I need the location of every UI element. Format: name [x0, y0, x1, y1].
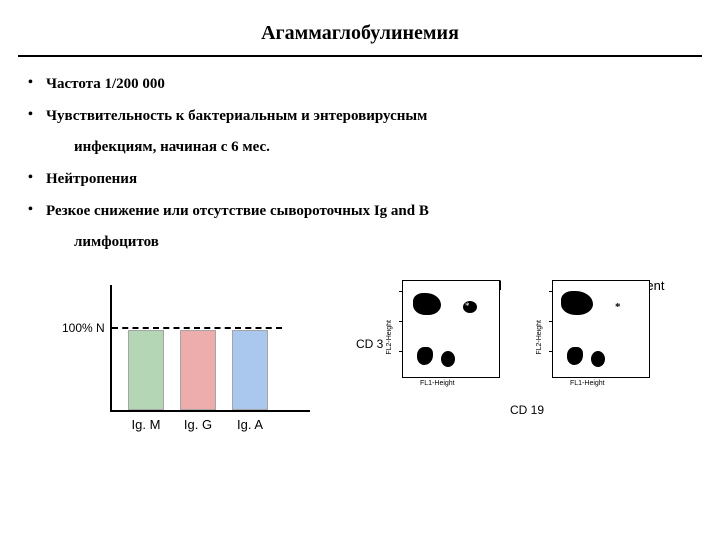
scatter-y-label: FL2-Height	[536, 320, 543, 355]
bullet-item: • Резкое снижение или отсутствие сыворот…	[28, 202, 700, 220]
scatter-control: Control FL2-Height * FL1-Height	[390, 280, 500, 390]
cluster-ll	[567, 347, 583, 365]
cluster-ll	[417, 347, 433, 365]
figure-area: 100% N Ig. M Ig. G Ig. A Control FL2-Hei…	[0, 265, 720, 455]
bullet-item: • Чувствительность к бактериальным и энт…	[28, 107, 700, 125]
tick	[549, 291, 553, 292]
bar-iga	[232, 330, 268, 410]
scatter-x-label: FL1-Height	[420, 380, 455, 387]
bullet-text: Резкое снижение или отсутствие сывороточ…	[46, 202, 700, 220]
bullet-continuation: лимфоцитов	[74, 234, 700, 251]
bullet-dot: •	[28, 170, 46, 188]
page-title: Агаммаглобулинемия	[0, 0, 720, 55]
reference-line	[112, 327, 282, 329]
tick	[399, 351, 403, 352]
cluster-lr	[591, 351, 605, 367]
asterisk-icon: *	[465, 301, 470, 311]
bullet-text: Чувствительность к бактериальным и энтер…	[46, 107, 700, 125]
y-axis-label: 100% N	[62, 321, 105, 335]
bullet-text: Частота 1/200 000	[46, 75, 700, 93]
bar-igm	[128, 330, 164, 410]
bullet-text: Нейтропения	[46, 170, 700, 188]
title-divider	[18, 55, 702, 57]
bullet-dot: •	[28, 75, 46, 93]
bullet-dot: •	[28, 202, 46, 220]
scatter-frame: *	[552, 280, 650, 378]
scatter-y-label: FL2-Height	[386, 320, 393, 355]
tick	[399, 321, 403, 322]
cd3-label: CD 3	[356, 337, 383, 351]
y-axis	[110, 285, 112, 410]
cluster-cd3	[561, 291, 593, 315]
tick	[549, 321, 553, 322]
bullet-item: • Нейтропения	[28, 170, 700, 188]
x-axis	[110, 410, 310, 412]
bullet-dot: •	[28, 107, 46, 125]
asterisk-icon: *	[615, 301, 621, 313]
bar-label-igm: Ig. M	[124, 417, 168, 432]
bar-igg	[180, 330, 216, 410]
bar-label-iga: Ig. A	[228, 417, 272, 432]
scatter-frame: *	[402, 280, 500, 378]
bullet-continuation: инфекциям, начиная с 6 мес.	[74, 139, 700, 156]
cd19-label: CD 19	[510, 403, 544, 417]
cluster-lr	[441, 351, 455, 367]
bullet-list: • Частота 1/200 000 • Чувствительность к…	[0, 75, 720, 251]
scatter-patient: Patient FL2-Height * FL1-Height	[540, 280, 650, 390]
bullet-item: • Частота 1/200 000	[28, 75, 700, 93]
ig-bar-chart: 100% N Ig. M Ig. G Ig. A	[70, 285, 310, 415]
cluster-cd3	[413, 293, 441, 315]
bar-label-igg: Ig. G	[176, 417, 220, 432]
tick	[399, 291, 403, 292]
scatter-x-label: FL1-Height	[570, 380, 605, 387]
tick	[549, 351, 553, 352]
